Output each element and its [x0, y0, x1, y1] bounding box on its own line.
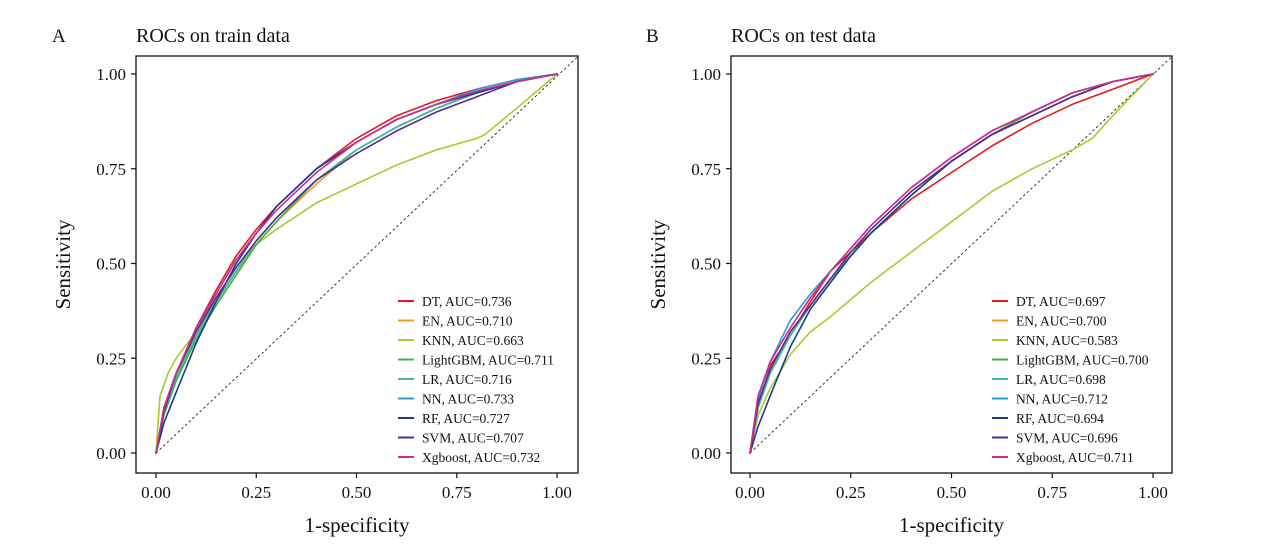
- legend-label: LightGBM, AUC=0.700: [1016, 353, 1149, 368]
- x-axis-label: 1-specificity: [305, 513, 410, 537]
- y-tick-label: 0.00: [96, 444, 126, 463]
- y-tick-label: 0.25: [691, 349, 721, 368]
- x-tick-label: 0.00: [735, 483, 765, 502]
- x-tick-label: 1.00: [1138, 483, 1168, 502]
- panel-a: A ROCs on train data 0.00 0.25 0.50 0.75 1.00 0…: [51, 25, 579, 537]
- legend-label: KNN, AUC=0.583: [1016, 333, 1118, 348]
- legend-label: EN, AUC=0.710: [422, 314, 513, 329]
- y-tick-label: 0.50: [691, 255, 721, 274]
- series-line-6: [155, 73, 558, 454]
- reference-diagonal: [155, 56, 579, 454]
- x-tick-label: 0.75: [1037, 483, 1067, 502]
- legend-label: NN, AUC=0.712: [1016, 392, 1108, 407]
- legend-label: LR, AUC=0.698: [1016, 372, 1106, 387]
- x-tick-label: 1.00: [542, 483, 572, 502]
- y-tick-label: 0.75: [96, 160, 126, 179]
- series-line-7: [749, 73, 1154, 454]
- legend-label: DT, AUC=0.697: [1016, 294, 1106, 309]
- series-line-8: [749, 73, 1154, 454]
- y-tick-label: 1.00: [96, 65, 126, 84]
- legend-label: SVM, AUC=0.707: [422, 431, 524, 446]
- y-tick-label: 1.00: [691, 65, 721, 84]
- legend-label: Xgboost, AUC=0.732: [422, 450, 540, 465]
- legend-label: Xgboost, AUC=0.711: [1016, 450, 1134, 465]
- reference-diagonal: [749, 56, 1173, 454]
- x-tick-label: 0.25: [241, 483, 271, 502]
- y-tick-label: 0.75: [691, 160, 721, 179]
- x-axis-label: 1-specificity: [899, 513, 1004, 537]
- chart-title: ROCs on test data: [731, 25, 876, 47]
- series-line-8: [155, 73, 558, 454]
- x-tick-label: 0.50: [937, 483, 967, 502]
- y-tick-label: 0.25: [96, 349, 126, 368]
- chart-title: ROCs on train data: [136, 25, 290, 47]
- legend-label: KNN, AUC=0.663: [422, 333, 524, 348]
- x-tick-label: 0.25: [836, 483, 866, 502]
- panel-letter: A: [52, 26, 66, 47]
- series-line-2: [749, 73, 1154, 454]
- y-axis-label: Sensitivity: [51, 219, 75, 309]
- series-line-2: [155, 73, 558, 454]
- legend-label: RF, AUC=0.727: [422, 411, 510, 426]
- legend-label: LightGBM, AUC=0.711: [422, 353, 554, 368]
- legend-label: SVM, AUC=0.696: [1016, 431, 1118, 446]
- legend-label: DT, AUC=0.736: [422, 294, 512, 309]
- legend-label: EN, AUC=0.700: [1016, 314, 1107, 329]
- y-axis-label: Sensitivity: [646, 219, 670, 309]
- y-tick-label: 0.00: [691, 444, 721, 463]
- legend-label: NN, AUC=0.733: [422, 392, 514, 407]
- panel-letter: B: [646, 26, 659, 47]
- x-tick-label: 0.75: [442, 483, 472, 502]
- panel-b: B ROCs on test data 0.00 0.25 0.50 0.75 1.00 0.…: [646, 25, 1173, 537]
- legend-label: LR, AUC=0.716: [422, 372, 512, 387]
- legend-label: RF, AUC=0.694: [1016, 411, 1104, 426]
- x-tick-label: 0.50: [342, 483, 372, 502]
- y-tick-label: 0.50: [96, 255, 126, 274]
- x-tick-label: 0.00: [141, 483, 171, 502]
